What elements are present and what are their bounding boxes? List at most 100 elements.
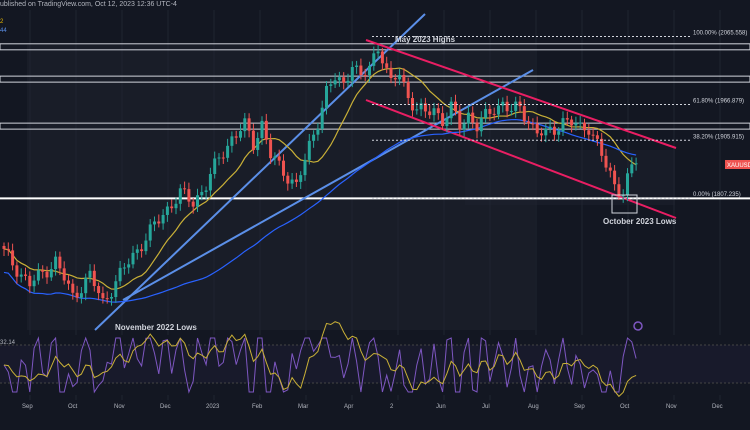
x-tick-label: Jul	[482, 404, 490, 410]
candle-body	[419, 103, 423, 110]
candle-body	[161, 214, 165, 224]
moving-average-long	[3, 118, 637, 303]
candle-body	[509, 110, 513, 112]
candle-body	[350, 66, 354, 81]
legend-2: 44	[0, 28, 7, 34]
fibonacci-label: 38.20% (1905.915)	[693, 134, 744, 140]
candle-body	[522, 106, 526, 122]
candle-body	[200, 191, 204, 196]
candle-body	[587, 130, 591, 135]
candle-body	[269, 139, 273, 159]
candlesticks	[2, 45, 638, 306]
candle-body	[174, 203, 178, 209]
candle-body	[380, 51, 384, 64]
rsi-band	[0, 345, 750, 383]
x-tick-label: Oct	[620, 404, 630, 410]
candle-body	[423, 103, 427, 112]
october-lows-box	[611, 194, 638, 214]
candle-body	[527, 121, 531, 124]
x-tick-label: Nov	[114, 404, 125, 410]
chart-annotation: November 2022 Lows	[115, 323, 197, 332]
candle-body	[613, 170, 617, 185]
candle-body	[277, 156, 281, 161]
candle-body	[363, 75, 367, 77]
candle-body	[11, 250, 15, 266]
candle-body	[630, 164, 634, 174]
candle-body	[535, 123, 539, 134]
candle-body	[273, 156, 277, 159]
candle-body	[578, 122, 582, 124]
candle-body	[131, 252, 135, 265]
candle-body	[355, 65, 359, 67]
rsi-line	[3, 336, 637, 394]
candle-body	[595, 135, 599, 139]
moving-average-short	[3, 67, 637, 290]
candle-body	[217, 157, 221, 159]
candle-body	[497, 105, 500, 115]
candle-body	[54, 256, 58, 270]
candle-body	[552, 126, 556, 135]
candle-body	[316, 128, 320, 135]
candle-body	[32, 280, 36, 287]
candle-body	[608, 167, 612, 171]
candle-body	[221, 157, 225, 159]
x-tick-label: 2	[390, 404, 394, 410]
candle-body	[208, 173, 212, 191]
candle-body	[428, 111, 432, 116]
annotations: May 2023 Highs November 2022 Lows October …	[115, 35, 750, 332]
candle-body	[286, 175, 290, 184]
support-level-band	[0, 75, 750, 83]
candle-body	[479, 117, 483, 132]
candle-body	[191, 201, 195, 207]
candle-body	[101, 293, 105, 299]
candle-body	[144, 240, 148, 252]
x-tick-label: Feb	[252, 404, 263, 410]
candle-body	[118, 267, 122, 282]
fibonacci-levels: 100.00% (2065.558) 61.80% (1966.879) 38.20…	[372, 30, 747, 199]
x-tick-label: Aug	[528, 404, 539, 410]
candle-body	[454, 101, 457, 112]
candle-body	[264, 120, 268, 140]
candle-body	[368, 65, 371, 76]
candle-body	[492, 113, 496, 115]
candle-body	[346, 80, 350, 83]
candle-body	[436, 108, 440, 114]
candle-body	[243, 118, 247, 132]
candle-body	[514, 101, 518, 111]
candle-body	[488, 108, 492, 114]
candle-body	[574, 123, 578, 126]
candle-body	[6, 248, 10, 251]
candle-body	[187, 189, 191, 202]
candle-body	[432, 108, 436, 116]
candle-body	[604, 155, 608, 168]
candle-body	[415, 109, 419, 111]
candle-body	[19, 274, 23, 277]
candle-body	[501, 101, 505, 106]
chart-annotation: October 2023 Lows	[603, 217, 677, 226]
candle-body	[462, 123, 466, 130]
candle-body	[36, 270, 40, 281]
candle-body	[97, 286, 101, 294]
candle-body	[376, 51, 380, 54]
chart-annotation: May 2023 Highs	[395, 35, 456, 44]
candle-body	[140, 249, 144, 252]
candle-body	[230, 136, 234, 146]
x-tick-label: Nov	[666, 404, 677, 410]
channel-line	[122, 69, 534, 301]
candle-body	[75, 292, 79, 298]
candle-body	[458, 111, 462, 130]
candle-body	[247, 118, 251, 131]
x-tick-label: Dec	[712, 404, 723, 410]
candle-body	[153, 221, 156, 225]
candle-body	[600, 138, 604, 156]
moving-averages	[3, 67, 637, 303]
x-tick-label: Oct	[68, 404, 78, 410]
price-label-box	[725, 160, 750, 169]
candle-body	[626, 173, 629, 195]
candle-body	[114, 281, 118, 298]
candle-body	[398, 75, 402, 80]
candle-body	[157, 221, 161, 224]
candle-body	[226, 145, 230, 158]
candle-body	[294, 179, 298, 182]
